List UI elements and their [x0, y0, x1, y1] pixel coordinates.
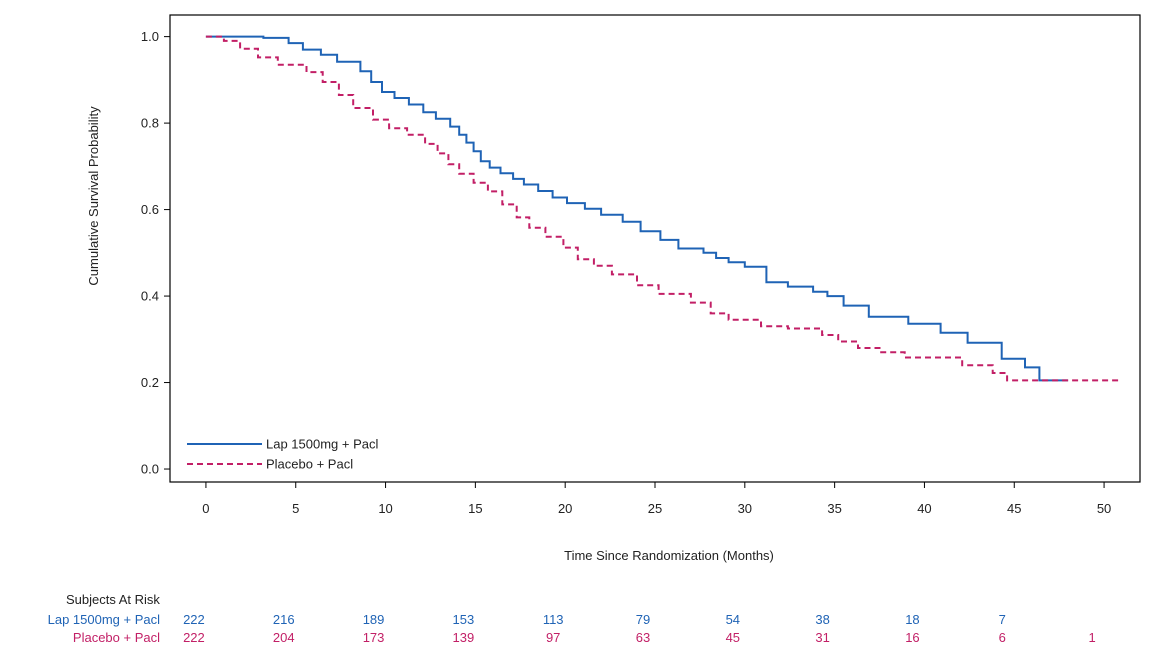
risk-cell: 16 [905, 630, 919, 645]
legend-label: Lap 1500mg + Pacl [266, 437, 378, 452]
y-tick-label: 0.0 [141, 462, 159, 477]
x-tick-label: 15 [468, 501, 482, 516]
risk-cell: 173 [363, 630, 385, 645]
x-tick-label: 30 [738, 501, 752, 516]
x-tick-label: 5 [292, 501, 299, 516]
y-tick-label: 1.0 [141, 29, 159, 44]
risk-row-label: Lap 1500mg + Pacl [48, 612, 160, 627]
risk-cell: 189 [363, 612, 385, 627]
risk-cell: 54 [726, 612, 740, 627]
risk-cell: 7 [999, 612, 1006, 627]
risk-cell: 153 [453, 612, 475, 627]
y-tick-label: 0.8 [141, 116, 159, 131]
risk-cell: 216 [273, 612, 295, 627]
legend: Lap 1500mg + Pacl Placebo + Pacl [187, 437, 378, 472]
x-tick-label: 50 [1097, 501, 1111, 516]
x-tick-label: 0 [202, 501, 209, 516]
x-tick-label: 20 [558, 501, 572, 516]
risk-cell: 63 [636, 630, 650, 645]
risk-cell: 222 [183, 612, 205, 627]
y-axis: 0.0 0.2 0.4 0.6 0.8 1.0 [141, 29, 170, 477]
y-axis-title: Cumulative Survival Probability [86, 106, 101, 286]
risk-cell: 79 [636, 612, 650, 627]
x-axis: 0 5 10 15 20 25 30 35 40 45 50 [202, 482, 1111, 516]
risk-row-label: Placebo + Pacl [73, 630, 160, 645]
risk-table: Subjects At Risk Lap 1500mg + Pacl 222 216… [48, 592, 1096, 645]
x-axis-title: Time Since Randomization (Months) [564, 548, 774, 563]
x-tick-label: 25 [648, 501, 662, 516]
risk-cell: 113 [543, 612, 564, 627]
legend-label: Placebo + Pacl [266, 457, 353, 472]
risk-cell: 139 [453, 630, 475, 645]
risk-cell: 1 [1088, 630, 1095, 645]
y-tick-label: 0.6 [141, 202, 159, 217]
risk-cell: 222 [183, 630, 205, 645]
plot-frame [169, 14, 1141, 483]
series-line-placebo-pacl [205, 35, 1119, 382]
risk-cell: 45 [726, 630, 740, 645]
risk-cell: 97 [546, 630, 560, 645]
series-layer [205, 35, 1119, 382]
risk-cell: 6 [999, 630, 1006, 645]
x-tick-label: 40 [917, 501, 931, 516]
plot-area [169, 14, 1141, 483]
risk-cell: 31 [815, 630, 829, 645]
risk-cell: 18 [905, 612, 919, 627]
risk-cell: 38 [815, 612, 829, 627]
x-tick-label: 45 [1007, 501, 1021, 516]
risk-cell: 204 [273, 630, 295, 645]
risk-table-title: Subjects At Risk [66, 592, 160, 607]
x-tick-label: 10 [378, 501, 392, 516]
y-tick-label: 0.4 [141, 289, 159, 304]
x-tick-label: 35 [827, 501, 841, 516]
y-tick-label: 0.2 [141, 375, 159, 390]
series-line-lap-pacl [205, 35, 1069, 382]
